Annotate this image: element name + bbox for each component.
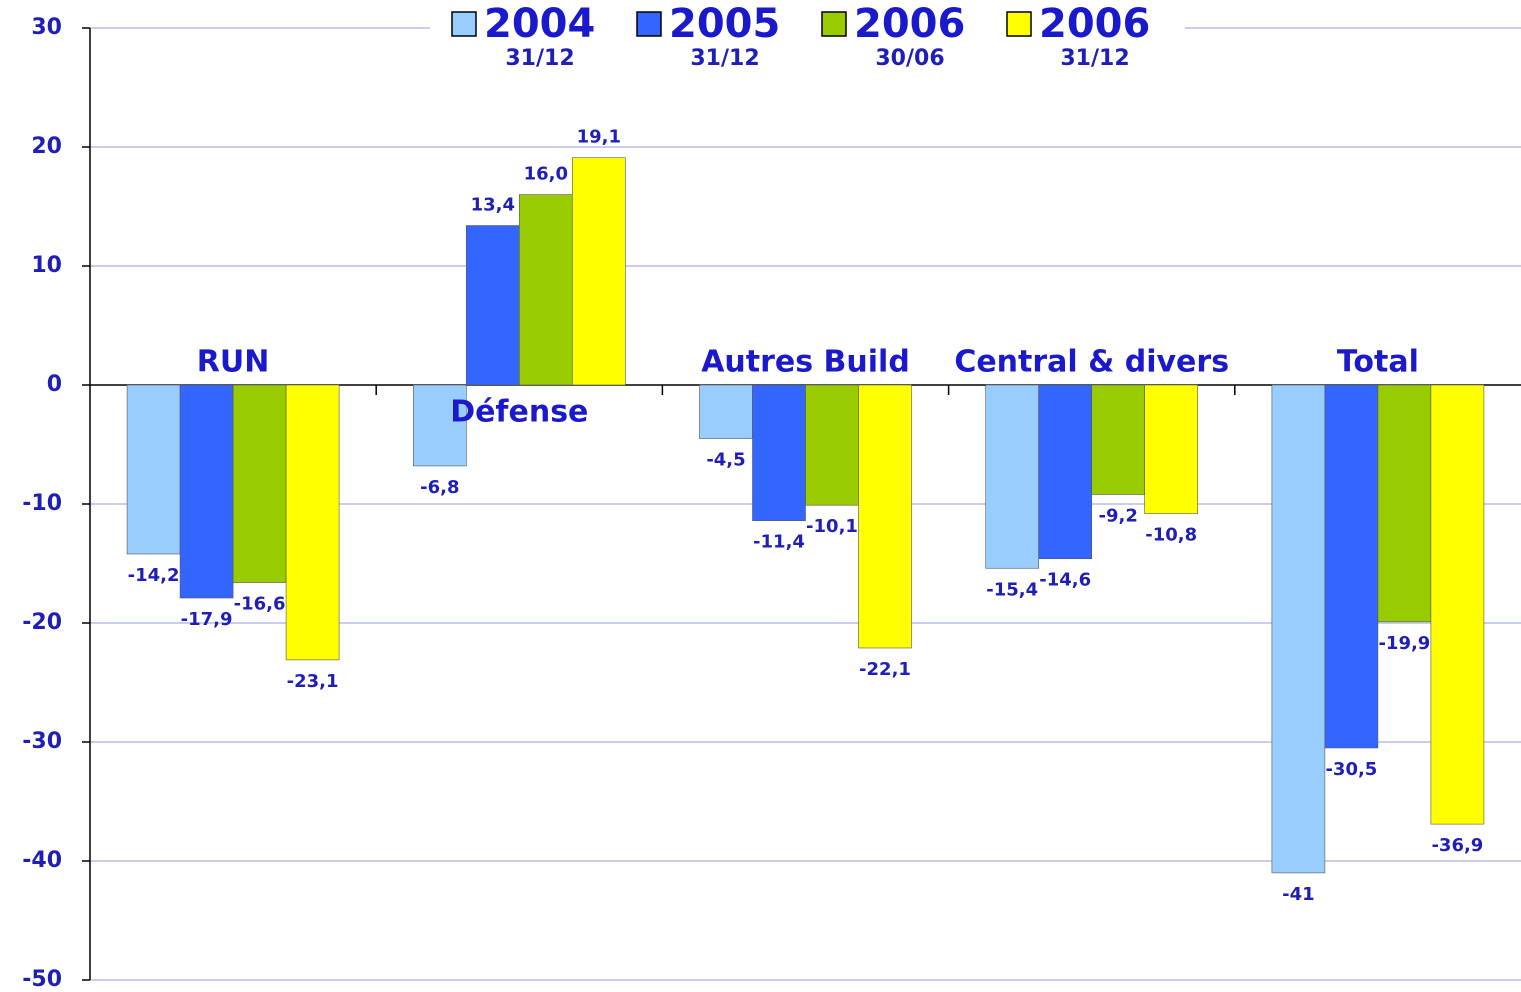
y-tick-label: -20 xyxy=(22,610,62,635)
value-label: -19,9 xyxy=(1378,633,1430,654)
legend-date: 31/12 xyxy=(505,46,574,71)
category-label: Total xyxy=(1337,345,1419,380)
bar xyxy=(1377,384,1432,623)
value-label: 13,4 xyxy=(471,195,515,216)
value-label: -41 xyxy=(1282,884,1315,905)
value-label: -36,9 xyxy=(1431,835,1483,856)
y-tick-label: -30 xyxy=(22,729,62,754)
value-label: -14,6 xyxy=(1039,570,1091,591)
legend-label: 2006 xyxy=(854,1,965,47)
value-label: -16,6 xyxy=(234,594,286,615)
value-label: -23,1 xyxy=(287,671,339,692)
value-label: -4,5 xyxy=(706,450,745,471)
bar xyxy=(1091,384,1145,495)
category-label: Autres Build xyxy=(701,345,910,380)
bar xyxy=(412,384,467,467)
legend-swatch xyxy=(1006,11,1032,37)
legend-background xyxy=(430,4,1185,74)
bar xyxy=(465,225,520,386)
value-label: -9,2 xyxy=(1099,505,1138,526)
bar xyxy=(1038,384,1092,560)
bar xyxy=(1144,384,1198,514)
value-label: -11,4 xyxy=(753,532,805,553)
y-tick-label: -10 xyxy=(22,491,62,516)
legend-label: 2006 xyxy=(1039,1,1150,47)
bar xyxy=(858,384,912,649)
bar xyxy=(179,384,234,599)
legend-swatch xyxy=(451,11,477,37)
bar xyxy=(805,384,859,506)
legend-date: 30/06 xyxy=(875,46,944,71)
value-label: -10,8 xyxy=(1145,525,1197,546)
bar xyxy=(232,384,287,583)
value-label: -10,1 xyxy=(806,516,858,537)
bar xyxy=(285,384,340,661)
legend-label: 2004 xyxy=(484,1,595,47)
y-tick-label: 0 xyxy=(47,372,62,397)
value-label: -22,1 xyxy=(859,659,911,680)
legend-label: 2005 xyxy=(669,1,780,47)
bar xyxy=(1430,384,1485,825)
legend-swatch xyxy=(636,11,662,37)
y-tick-label: -40 xyxy=(22,848,62,873)
y-tick-label: 10 xyxy=(31,253,62,278)
bar xyxy=(752,384,806,521)
value-label: -15,4 xyxy=(986,579,1038,600)
bar xyxy=(518,194,573,386)
y-tick-label: -50 xyxy=(22,967,62,992)
value-label: -30,5 xyxy=(1325,759,1377,780)
value-label: 16,0 xyxy=(524,164,568,185)
value-label: -17,9 xyxy=(181,609,233,630)
value-label: -6,8 xyxy=(420,477,459,498)
value-label: 19,1 xyxy=(577,127,621,148)
y-tick-label: 30 xyxy=(31,15,62,40)
category-label: Central & divers xyxy=(954,345,1229,380)
legend-date: 31/12 xyxy=(1060,46,1129,71)
legend-swatch xyxy=(821,11,847,37)
bar xyxy=(126,384,181,555)
bar xyxy=(1324,384,1379,749)
bar xyxy=(699,384,753,439)
bar xyxy=(1271,384,1326,874)
bar xyxy=(571,157,626,386)
value-label: -14,2 xyxy=(128,565,180,586)
category-label: Défense xyxy=(450,395,588,430)
category-label: RUN xyxy=(197,345,270,380)
legend-date: 31/12 xyxy=(690,46,759,71)
bar xyxy=(985,384,1040,569)
y-tick-label: 20 xyxy=(31,134,62,159)
